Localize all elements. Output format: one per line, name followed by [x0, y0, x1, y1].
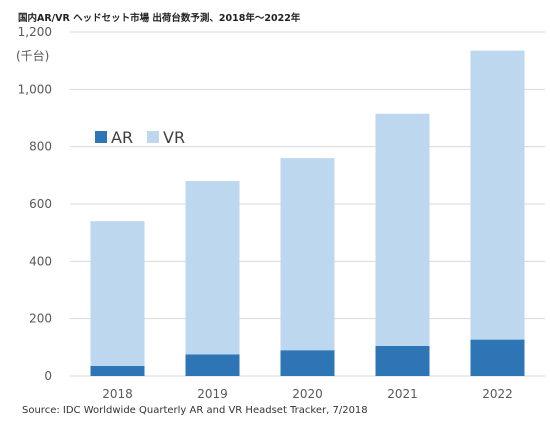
x-tick-label: 2019: [197, 387, 228, 401]
x-axis-ticks: 2018 2019 2020 2021 2022: [102, 387, 513, 401]
bar-ar-2022: [470, 339, 525, 376]
legend-swatch-vr: [147, 131, 159, 143]
bars: [90, 50, 525, 376]
y-tick-label: 1,200: [18, 25, 52, 39]
x-tick-label: 2022: [482, 387, 513, 401]
y-tick-label: 200: [29, 312, 52, 326]
bar-vr-2018: [90, 221, 145, 366]
bar-ar-2021: [375, 345, 430, 376]
y-axis-ticks: 0 200 400 600 800 1,000 1,200: [18, 25, 52, 383]
legend-label-vr: VR: [163, 128, 185, 147]
x-tick-label: 2018: [102, 387, 133, 401]
bar-vr-2021: [375, 113, 430, 346]
bar-vr-2019: [185, 181, 240, 355]
legend-swatch-ar: [95, 131, 107, 143]
legend: AR VR: [95, 128, 185, 147]
bar-ar-2018: [90, 365, 145, 376]
source-note: Source: IDC Worldwide Quarterly AR and V…: [22, 405, 368, 416]
bar-ar-2020: [280, 350, 335, 376]
chart-title: 国内AR/VR ヘッドセット市場 出荷台数予測、2018年～2022年: [18, 13, 301, 24]
bar-vr-2022: [470, 50, 525, 340]
bar-vr-2020: [280, 158, 335, 351]
y-tick-label: 600: [29, 197, 52, 211]
y-tick-label: 1,000: [18, 82, 52, 96]
x-tick-label: 2021: [387, 387, 418, 401]
y-tick-label: 800: [29, 140, 52, 154]
x-tick-label: 2020: [292, 387, 323, 401]
legend-label-ar: AR: [111, 128, 133, 147]
bar-ar-2019: [185, 354, 240, 376]
y-tick-label: 0: [44, 369, 52, 383]
y-tick-label: 400: [29, 254, 52, 268]
y-axis-unit-label: (千台): [16, 49, 50, 63]
